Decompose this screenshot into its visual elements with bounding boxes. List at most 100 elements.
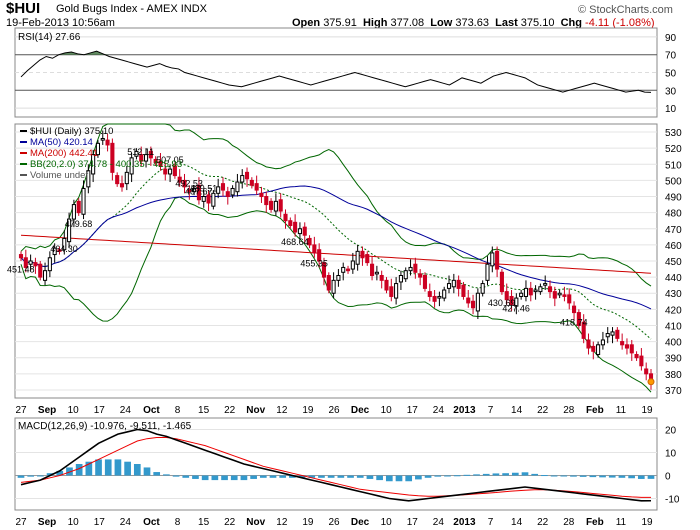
candle-body <box>158 160 163 167</box>
candle-body <box>71 204 76 220</box>
candle-body <box>624 344 630 349</box>
candle-body <box>28 260 33 265</box>
rsi-line <box>20 50 652 93</box>
price-x-label: 24 <box>120 405 132 416</box>
macd-histogram-bar <box>502 473 509 476</box>
macd-x-label: 11 <box>616 517 627 528</box>
candle-body <box>605 333 610 338</box>
candle-body <box>110 142 115 173</box>
candle-body <box>182 179 187 188</box>
candle-body <box>485 263 490 281</box>
price-x-label: 15 <box>198 405 210 416</box>
candle-body <box>533 289 538 293</box>
candle-body <box>384 279 389 291</box>
price-tick-label: 390 <box>665 354 682 365</box>
candle-body <box>211 192 216 207</box>
price-x-label: 22 <box>224 405 236 416</box>
macd-histogram-bar <box>95 459 102 476</box>
candle-body <box>172 165 177 177</box>
macd-tick-label: 0 <box>665 472 671 483</box>
candle-body <box>86 170 91 188</box>
candle-body <box>557 292 562 296</box>
candle-body <box>216 186 221 194</box>
macd-x-label: Feb <box>586 517 604 528</box>
candle-body <box>187 189 192 193</box>
macd-histogram-bar <box>570 475 577 477</box>
candle-body <box>499 271 504 293</box>
macd-histogram-bar <box>172 475 180 477</box>
candle-body <box>360 250 365 259</box>
price-tick-label: 420 <box>665 305 682 316</box>
macd-histogram-bar <box>405 475 413 482</box>
macd-histogram-bar <box>521 472 529 476</box>
candle-body <box>475 292 480 312</box>
macd-histogram-bar <box>385 475 393 482</box>
high-value: 377.08 <box>390 17 425 29</box>
candle-body <box>581 321 586 339</box>
macd-tick-label: -10 <box>665 495 680 506</box>
macd-x-label: 17 <box>94 517 106 528</box>
candle-body <box>196 184 201 201</box>
rsi-legend: RSI(14) 27.66 <box>18 32 81 43</box>
bb-lower-band <box>20 196 652 393</box>
macd-x-label: 22 <box>537 517 549 528</box>
candle-body <box>100 138 105 141</box>
candle-body <box>302 226 307 236</box>
symbol: $HUI <box>6 0 41 17</box>
index-name: Gold Bugs Index - AMEX INDX <box>56 3 208 15</box>
candle-body <box>418 273 423 278</box>
candle-body <box>67 218 72 243</box>
price-x-label: 10 <box>68 405 80 416</box>
macd-histogram-bar <box>579 475 587 477</box>
macd-histogram-bar <box>143 467 151 476</box>
candle-body <box>220 183 226 191</box>
macd-x-label: 10 <box>68 517 80 528</box>
candle-body <box>105 139 110 146</box>
candle-body <box>432 295 437 302</box>
candle-body <box>446 283 452 289</box>
macd-histogram-bar <box>395 475 403 482</box>
candle-body <box>509 295 514 306</box>
macd-x-label: 22 <box>224 517 236 528</box>
candle-body <box>192 187 197 193</box>
candle-body <box>139 154 144 162</box>
price-tick-label: 370 <box>665 386 682 397</box>
macd-histogram-bar <box>182 475 190 478</box>
price-x-label: 12 <box>276 405 288 416</box>
candle-body <box>639 355 644 367</box>
macd-histogram-bar <box>366 475 374 479</box>
rsi-tick-label: 50 <box>665 69 677 80</box>
macd-histogram-bar <box>453 475 461 477</box>
candle-body <box>461 284 466 297</box>
stockcharts-brand[interactable]: © StockCharts.com <box>578 4 673 16</box>
candle-body <box>76 200 81 214</box>
candle-body <box>62 237 67 251</box>
rsi-panel <box>14 27 658 118</box>
macd-x-label: 14 <box>511 517 523 528</box>
candle-body <box>254 183 259 191</box>
candle-body <box>264 196 269 206</box>
price-x-label: 10 <box>381 405 393 416</box>
macd-x-label: 15 <box>198 517 210 528</box>
price-legend-entry: MA(200) 442.41 <box>30 148 98 159</box>
candle-body <box>523 287 529 297</box>
macd-histogram-bar <box>531 473 539 476</box>
candle-body <box>201 196 206 202</box>
price-x-label: 24 <box>433 405 445 416</box>
candle-body <box>278 199 283 212</box>
candle-body <box>235 181 240 193</box>
candle-body <box>456 279 461 289</box>
macd-histogram-bar <box>37 475 44 477</box>
candle-body <box>538 286 543 293</box>
price-legend-entry: $HUI (Daily) 375.10 <box>30 126 113 137</box>
macd-x-label: 10 <box>381 517 393 528</box>
candle-body <box>283 213 288 222</box>
candle-body <box>365 254 370 264</box>
candle-body <box>225 191 230 198</box>
last-price-marker <box>647 378 655 386</box>
macd-histogram-bar <box>550 475 558 477</box>
rsi-tick-label: 30 <box>665 86 677 97</box>
candle-body <box>33 262 38 267</box>
price-x-label: 14 <box>511 405 523 416</box>
candle-body <box>591 345 596 352</box>
